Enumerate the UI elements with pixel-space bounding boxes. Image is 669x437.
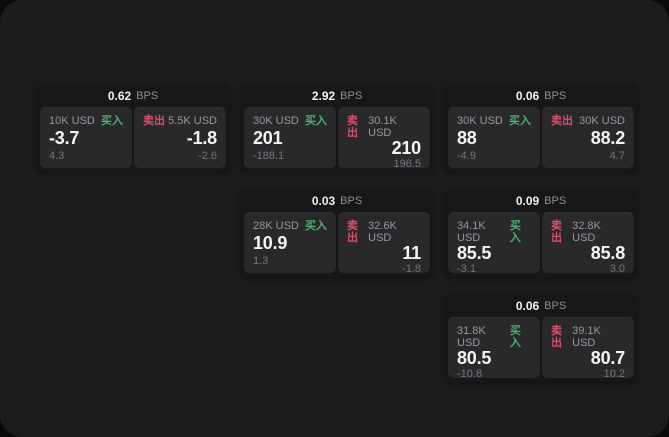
quote-card: 0.62 BPS 10K USD 买入 -3.7 4.3 卖出 5.5K USD	[36, 84, 230, 172]
buy-label: 买入	[101, 115, 123, 127]
buy-amount: 34.1K USD	[457, 220, 486, 244]
buy-tile[interactable]: 28K USD 买入 10.9 1.3	[244, 212, 336, 273]
quote-card: 2.92 BPS 30K USD 买入 201 -188.1 卖出 30.1K …	[240, 84, 434, 172]
quote-card: 0.09 BPS 34.1K USD 买入 85.5 -3.1 卖出 32.8K…	[444, 189, 638, 277]
sell-price: 210	[391, 138, 422, 158]
sell-delta: -1.8	[402, 263, 421, 275]
sell-amount: 30.1K USD	[368, 115, 397, 139]
buy-delta: 1.3	[253, 255, 269, 267]
spread-header: 2.92 BPS	[244, 84, 430, 107]
buy-price: 201	[253, 128, 283, 148]
bps-value: 0.06	[515, 298, 540, 313]
bps-value: 0.06	[515, 88, 540, 103]
sell-tile[interactable]: 卖出 32.8K USD 85.8 3.0	[542, 212, 634, 275]
sell-label: 卖出	[143, 115, 165, 127]
sell-price: 85.8	[590, 243, 625, 263]
bps-unit: BPS	[544, 89, 567, 102]
sell-delta: 10.2	[603, 368, 625, 380]
sell-delta: 3.0	[609, 263, 625, 275]
spread-header: 0.62 BPS	[40, 84, 226, 107]
spread-header: 0.03 BPS	[244, 189, 430, 212]
buy-amount: 31.8K USD	[457, 325, 486, 349]
buy-label: 买入	[509, 115, 531, 127]
buy-amount: 10K USD	[49, 115, 95, 127]
sell-label: 卖出	[551, 115, 573, 127]
sell-delta: 4.7	[609, 150, 625, 162]
bps-unit: BPS	[544, 299, 567, 312]
quote-card: 0.06 BPS 31.8K USD 买入 80.5 -10.8 卖出 39.1…	[444, 294, 638, 382]
buy-tile[interactable]: 10K USD 买入 -3.7 4.3	[40, 107, 132, 168]
sell-tile[interactable]: 卖出 32.6K USD 11 -1.8	[338, 212, 430, 275]
bps-value: 0.03	[311, 193, 336, 208]
buy-tile[interactable]: 34.1K USD 买入 85.5 -3.1	[448, 212, 540, 275]
sell-delta: 196.5	[393, 158, 421, 170]
sell-tile[interactable]: 卖出 5.5K USD -1.8 -2.6	[134, 107, 226, 168]
sell-price: 11	[402, 243, 421, 263]
buy-tile[interactable]: 30K USD 买入 88 -4.9	[448, 107, 540, 168]
buy-tile[interactable]: 31.8K USD 买入 80.5 -10.8	[448, 317, 540, 380]
buy-price: -3.7	[49, 128, 80, 148]
buy-delta: -10.8	[457, 368, 483, 380]
buy-label: 买入	[305, 220, 327, 232]
sell-delta: -2.6	[198, 150, 217, 162]
bps-value: 2.92	[311, 88, 336, 103]
sell-amount: 39.1K USD	[572, 325, 601, 349]
sell-tile[interactable]: 卖出 39.1K USD 80.7 10.2	[542, 317, 634, 380]
buy-price: 80.5	[457, 348, 492, 368]
bps-unit: BPS	[544, 194, 567, 207]
bps-value: 0.09	[515, 193, 540, 208]
bps-unit: BPS	[340, 194, 363, 207]
spread-header: 0.06 BPS	[448, 84, 634, 107]
spread-header: 0.06 BPS	[448, 294, 634, 317]
buy-delta: -4.9	[457, 150, 476, 162]
buy-amount: 28K USD	[253, 220, 299, 232]
sell-label: 卖出	[347, 220, 358, 244]
sell-label: 卖出	[551, 325, 562, 349]
buy-delta: 4.3	[49, 150, 65, 162]
buy-amount: 30K USD	[457, 115, 503, 127]
spread-header: 0.09 BPS	[448, 189, 634, 212]
quote-grid: 0.62 BPS 10K USD 买入 -3.7 4.3 卖出 5.5K USD	[36, 84, 638, 382]
bps-value: 0.62	[107, 88, 132, 103]
buy-price: 10.9	[253, 233, 288, 253]
sell-amount: 32.6K USD	[368, 220, 397, 244]
buy-price: 85.5	[457, 243, 492, 263]
buy-label: 买入	[305, 115, 327, 127]
buy-label: 买入	[509, 220, 521, 244]
quote-card: 0.03 BPS 28K USD 买入 10.9 1.3 卖出 32.6K US…	[240, 189, 434, 277]
buy-amount: 30K USD	[253, 115, 299, 127]
buy-delta: -3.1	[457, 263, 476, 275]
sell-price: 88.2	[590, 128, 625, 148]
sell-tile[interactable]: 卖出 30K USD 88.2 4.7	[542, 107, 634, 168]
sell-price: -1.8	[186, 128, 217, 148]
sell-label: 卖出	[347, 115, 358, 139]
sell-amount: 30K USD	[579, 115, 625, 127]
sell-price: 80.7	[590, 348, 625, 368]
quote-card: 0.06 BPS 30K USD 买入 88 -4.9 卖出 30K USD	[444, 84, 638, 172]
buy-label: 买入	[509, 325, 521, 349]
sell-amount: 5.5K USD	[168, 115, 217, 127]
buy-delta: -188.1	[253, 150, 285, 162]
sell-amount: 32.8K USD	[572, 220, 601, 244]
sell-label: 卖出	[551, 220, 562, 244]
sell-tile[interactable]: 卖出 30.1K USD 210 196.5	[338, 107, 430, 170]
bps-unit: BPS	[136, 89, 159, 102]
buy-price: 88	[457, 128, 477, 148]
bps-unit: BPS	[340, 89, 363, 102]
buy-tile[interactable]: 30K USD 买入 201 -188.1	[244, 107, 336, 168]
